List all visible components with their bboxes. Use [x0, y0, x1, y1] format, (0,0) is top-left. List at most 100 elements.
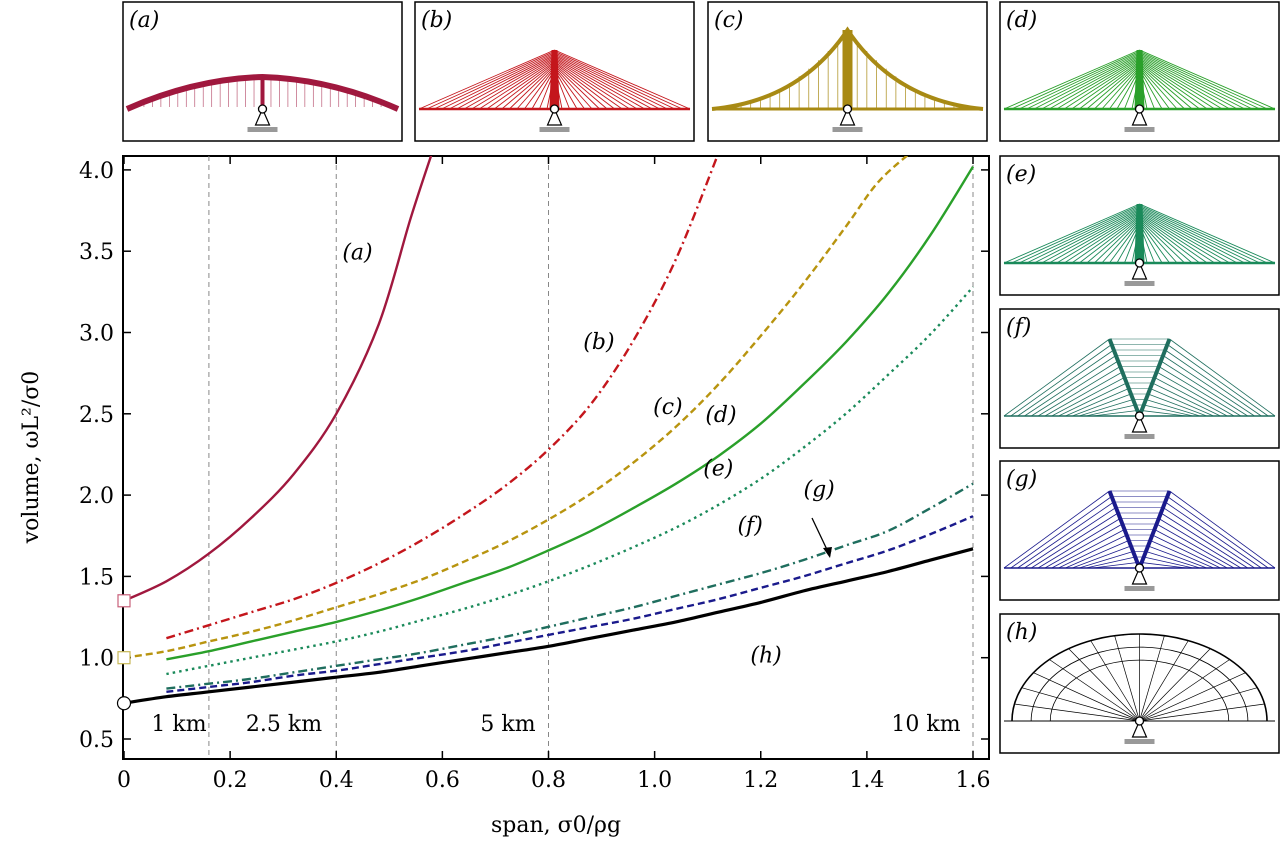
dome-ring	[1049, 659, 1230, 722]
stay-cable	[1033, 208, 1140, 264]
stay-cable	[1156, 523, 1235, 569]
stay-cable	[1026, 207, 1140, 264]
dome-ring	[1011, 633, 1268, 722]
stay-cable	[1048, 211, 1140, 264]
x-axis-label: span, σ0/ρg	[491, 813, 621, 838]
stay-cable	[554, 66, 593, 110]
stay-cable	[1139, 60, 1216, 110]
y-tick-label: 3.5	[79, 240, 114, 265]
stay-cable	[1044, 371, 1123, 417]
stay-cable	[1037, 518, 1121, 569]
support-ground	[1124, 739, 1155, 744]
stay-cable	[1058, 382, 1127, 417]
y-tick-label: 0.5	[79, 728, 114, 753]
radial-member	[1139, 687, 1258, 722]
stay-cable	[554, 60, 631, 110]
support-ground	[1124, 127, 1155, 132]
x-tick-label: 0.8	[531, 768, 566, 793]
stay-cable	[554, 54, 661, 110]
stay-cable	[1003, 49, 1140, 110]
stay-cable	[1092, 410, 1138, 417]
stay-cable	[1085, 556, 1136, 569]
stay-cable	[1139, 214, 1216, 264]
pylon-leg	[1107, 338, 1142, 417]
stay-cable	[478, 60, 555, 110]
reference-label: 10 km	[891, 712, 960, 737]
stay-cable	[1101, 66, 1140, 110]
stay-cable	[1063, 214, 1140, 264]
panel-g: (g)	[999, 460, 1280, 601]
stay-cable	[501, 63, 555, 110]
stay-cable	[1158, 518, 1242, 569]
pylon	[549, 50, 560, 109]
stay-cable	[433, 52, 555, 110]
panel-label: (b)	[421, 8, 452, 33]
series-line-a	[123, 156, 433, 602]
stay-cable	[418, 49, 555, 110]
stay-cable	[1154, 529, 1228, 569]
stay-cable	[463, 57, 555, 110]
stay-cable	[1037, 366, 1121, 417]
stay-cable	[1041, 56, 1140, 110]
start-marker-circle	[116, 696, 132, 711]
stay-cable	[1167, 344, 1269, 417]
stay-cable	[554, 61, 623, 110]
support-hinge	[842, 104, 853, 114]
stay-cable	[1169, 338, 1276, 417]
stay-cable	[1109, 67, 1140, 110]
stay-cable	[1086, 217, 1140, 264]
stay-cable	[516, 66, 555, 110]
radial-member	[1090, 640, 1140, 722]
support-triangle	[1131, 414, 1148, 433]
stay-cable	[1139, 216, 1200, 264]
support-triangle	[1131, 566, 1148, 585]
radial-member	[1139, 635, 1165, 722]
stay-cable	[1139, 65, 1185, 110]
curve-labels: (a) (b) (c) (d) (e) (g) (f) (h)	[342, 240, 834, 668]
support-hinge	[549, 104, 560, 114]
pylon-leg	[1107, 490, 1142, 569]
stay-cable	[1071, 61, 1140, 110]
stay-cable	[1048, 57, 1140, 110]
stay-cable	[1150, 540, 1214, 569]
radial-member	[1114, 635, 1140, 722]
series-line-h	[123, 547, 974, 705]
support-hinge	[257, 104, 268, 114]
stay-cable	[1139, 206, 1261, 264]
stay-cable	[1162, 355, 1255, 417]
stay-cable	[1010, 344, 1112, 417]
stay-cable	[1033, 54, 1140, 110]
curve-label-g: (g)	[803, 478, 834, 503]
stay-cable	[1141, 562, 1187, 569]
stay-cable	[1072, 393, 1132, 417]
stay-cable	[1160, 360, 1248, 417]
stay-cable	[1071, 215, 1140, 264]
stay-cable	[1139, 203, 1276, 264]
panel-f: (f)	[999, 308, 1280, 449]
reference-label: 2.5 km	[246, 712, 322, 737]
axis-ticks: 0 0.2 0.4 0.6 0.8 1.0 1.2 1.4 1.6 0.5 1.0 1.5 2.0 2.5…	[79, 156, 991, 793]
stay-cable	[1139, 49, 1276, 110]
stay-cable	[1024, 507, 1117, 569]
stay-cable	[1139, 207, 1253, 264]
radial-member	[1139, 640, 1189, 722]
radial-member	[1139, 648, 1211, 722]
support-hinge	[1134, 104, 1145, 114]
support-hinge	[1134, 563, 1145, 573]
stay-cable	[554, 49, 691, 110]
stay-cable	[426, 50, 555, 110]
panel-label: (d)	[1006, 8, 1037, 33]
stay-cable	[1086, 63, 1140, 110]
curve-label-d: (d)	[705, 403, 736, 428]
series-line-d	[166, 165, 975, 661]
plot-frame	[122, 155, 990, 760]
stay-cable	[1078, 551, 1134, 569]
stay-cable	[1139, 210, 1238, 264]
x-tick-label: 1.4	[849, 768, 884, 793]
panel-label: (a)	[129, 8, 159, 33]
stay-cable	[1139, 219, 1185, 264]
stay-cable	[1092, 562, 1138, 569]
stay-cable	[1145, 399, 1201, 417]
stay-cable	[1024, 355, 1117, 417]
y-tick-label: 4.0	[79, 159, 114, 184]
